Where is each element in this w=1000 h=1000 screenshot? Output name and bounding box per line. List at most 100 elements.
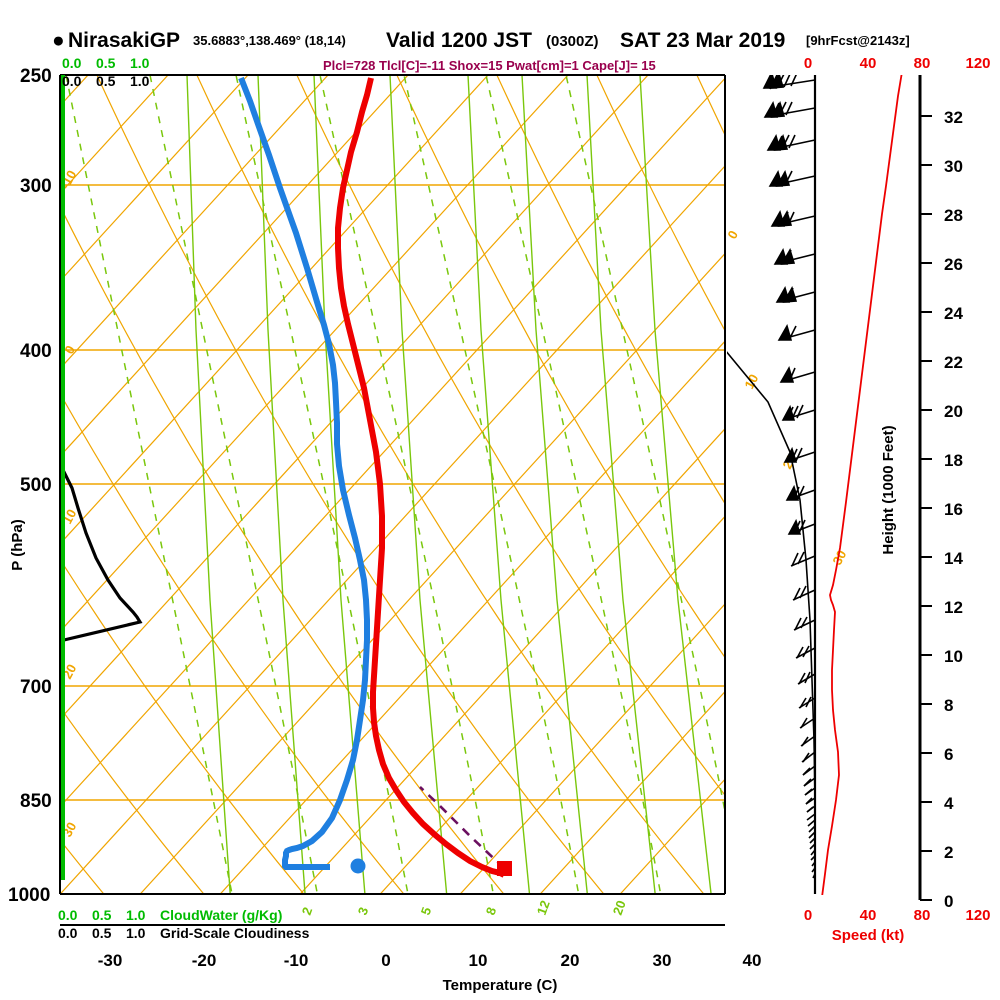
speed-axis: 0 40 80 120 0 40 80 120 Speed (kt) — [804, 55, 991, 944]
wind-barb — [779, 365, 816, 383]
bottom-cloud-scale: 0.0 0.5 1.0 CloudWater (g/Kg) 0.0 0.5 1.… — [58, 907, 725, 941]
temp-tick-10: 10 — [469, 951, 488, 970]
temp-tick-m10: -10 — [284, 951, 309, 970]
valid-time-zulu: (0300Z) — [546, 33, 599, 50]
temp-tick-40: 40 — [743, 951, 762, 970]
bottom-cloudiness-tick-05: 0.5 — [92, 925, 112, 941]
parcel-curve — [419, 786, 505, 869]
speed-tick-top-0: 0 — [804, 55, 812, 72]
wind-barb — [766, 133, 816, 151]
wind-barb — [773, 247, 816, 265]
dewpoint-curve — [238, 76, 370, 870]
speed-tick-bot-80: 80 — [914, 907, 931, 924]
wind-barb — [770, 209, 816, 227]
wind-barb — [775, 285, 816, 303]
height-tick-20: 20 — [944, 402, 963, 421]
height-tick-22: 22 — [944, 353, 963, 372]
valid-date: SAT 23 Mar 2019 — [620, 29, 785, 52]
surface-temperature-marker — [497, 861, 512, 876]
wind-barb — [795, 645, 816, 659]
top-cloudwater-tick-05: 0.5 — [96, 55, 116, 71]
top-cloud-scale: 0.0 0.5 1.0 0.0 0.5 1.0 — [62, 55, 150, 89]
temp-tick-0: 0 — [381, 951, 390, 970]
height-tick-30: 30 — [944, 157, 963, 176]
wind-barb — [762, 75, 816, 90]
speed-profile-group — [821, 75, 903, 895]
mixing-ratio-label-2: 2 — [299, 905, 316, 917]
moist-adiabat-lines — [65, 75, 725, 895]
pressure-tick-850: 850 — [20, 791, 52, 812]
speed-tick-bot-40: 40 — [860, 907, 877, 924]
pressure-tick-500: 500 — [20, 475, 52, 496]
wind-barb — [768, 169, 816, 187]
height-axis-ticks — [920, 115, 932, 901]
pressure-axis: 250 300 400 500 700 850 1000 P (hPa) — [8, 66, 52, 906]
pressure-tick-400: 400 — [20, 341, 52, 362]
wind-barb — [763, 100, 816, 118]
wind-barb — [800, 735, 816, 747]
bottom-cloudwater-tick-1: 1.0 — [126, 907, 146, 923]
station-bullet-icon: ● — [52, 29, 65, 52]
bottom-cloudwater-tick-0: 0.0 — [58, 907, 78, 923]
wind-barb-panel — [727, 75, 816, 880]
surface-markers — [350, 858, 512, 876]
top-cloudwater-tick-0: 0.0 — [62, 55, 82, 71]
speed-tick-bot-120: 120 — [965, 907, 990, 924]
height-tick-28: 28 — [944, 206, 963, 225]
top-cloudwater-tick-1: 1.0 — [130, 55, 150, 71]
station-name: NirasakiGP — [68, 29, 180, 52]
speed-tick-top-80: 80 — [914, 55, 931, 72]
mixing-ratio-label-5: 5 — [418, 905, 435, 917]
skewt-grid — [60, 75, 725, 895]
mixing-ratio-label-12: 12 — [534, 898, 553, 917]
temperature-axis-title: Temperature (C) — [443, 977, 558, 994]
speed-tick-top-40: 40 — [860, 55, 877, 72]
temperature-axis: -30 -20 -10 0 10 20 30 40 Temperature (C… — [98, 951, 762, 994]
surface-dewpoint-marker — [350, 858, 366, 874]
height-tick-14: 14 — [944, 549, 963, 568]
sounding-stats: Plcl=728 Tlcl[C]=-11 Shox=15 Pwat[cm]=1 … — [323, 58, 656, 73]
height-tick-2: 2 — [944, 843, 953, 862]
pressure-axis-title: P (hPa) — [9, 519, 26, 570]
cloudwater-axis-title: CloudWater (g/Kg) — [160, 907, 282, 923]
height-tick-8: 8 — [944, 696, 953, 715]
wind-barb — [781, 404, 816, 421]
wind-barb — [801, 751, 816, 763]
bottom-cloudwater-tick-05: 0.5 — [92, 907, 112, 923]
wind-barb — [799, 717, 816, 729]
height-tick-18: 18 — [944, 451, 963, 470]
dry-adiabat-lines — [60, 75, 725, 895]
height-tick-6: 6 — [944, 745, 953, 764]
temp-tick-30: 30 — [653, 951, 672, 970]
speed-tick-bot-0: 0 — [804, 907, 812, 924]
wind-barb — [790, 551, 816, 567]
top-cloudiness-tick-05: 0.5 — [96, 73, 116, 89]
wind-barb — [777, 323, 816, 341]
wind-barb — [792, 585, 816, 601]
wind-barb — [793, 616, 816, 631]
height-axis-title: Height (1000 Feet) — [880, 425, 897, 554]
height-tick-26: 26 — [944, 255, 963, 274]
speed-axis-title: Speed (kt) — [832, 927, 905, 944]
temp-tick-20: 20 — [561, 951, 580, 970]
height-tick-16: 16 — [944, 500, 963, 519]
cloudiness-axis-title: Grid-Scale Cloudiness — [160, 925, 310, 941]
bottom-cloudiness-tick-1: 1.0 — [126, 925, 146, 941]
mixing-ratio-label-20: 20 — [610, 898, 629, 917]
header-row: ● NirasakiGP 35.6883°,138.469° (18,14) V… — [52, 29, 910, 52]
top-cloudiness-tick-0: 0.0 — [62, 73, 82, 89]
temp-tick-m20: -20 — [192, 951, 217, 970]
cloudiness-curve — [61, 469, 143, 642]
isotherm-label-30: 30 — [829, 548, 849, 568]
temp-tick-m30: -30 — [98, 951, 123, 970]
height-tick-0: 0 — [944, 892, 953, 911]
height-tick-24: 24 — [944, 304, 963, 323]
height-tick-12: 12 — [944, 598, 963, 617]
temperature-curve — [335, 77, 506, 878]
bottom-cloudiness-tick-0: 0.0 — [58, 925, 78, 941]
speed-profile-curve — [821, 75, 903, 895]
sounding-curves — [61, 76, 506, 878]
height-axis-labels: 0 2 4 6 8 10 12 14 16 18 20 22 24 26 28 … — [880, 108, 963, 911]
pressure-tick-250: 250 — [20, 66, 52, 87]
